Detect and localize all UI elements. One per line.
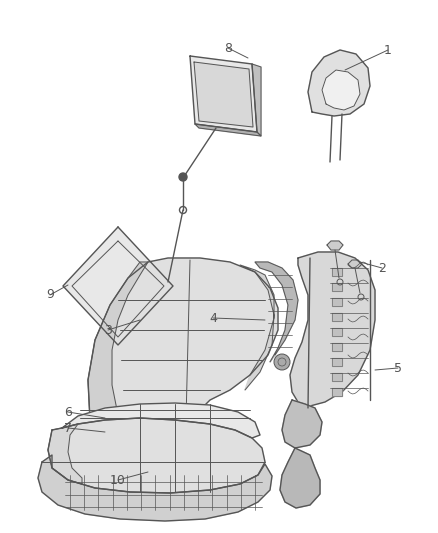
Text: 1: 1 <box>384 44 392 56</box>
Polygon shape <box>240 265 274 390</box>
Text: 4: 4 <box>209 311 217 325</box>
Text: 7: 7 <box>64 422 72 434</box>
Polygon shape <box>332 298 342 306</box>
Polygon shape <box>190 56 257 132</box>
Polygon shape <box>88 258 278 460</box>
Polygon shape <box>88 262 148 458</box>
Text: 3: 3 <box>104 324 112 336</box>
Text: 10: 10 <box>110 473 126 487</box>
Polygon shape <box>332 283 342 291</box>
Polygon shape <box>332 268 342 276</box>
Polygon shape <box>308 50 370 116</box>
Polygon shape <box>280 448 320 508</box>
Polygon shape <box>322 70 360 110</box>
Polygon shape <box>332 373 342 381</box>
Polygon shape <box>332 388 342 396</box>
Polygon shape <box>48 424 82 484</box>
Text: 2: 2 <box>378 262 386 274</box>
Text: 6: 6 <box>64 406 72 418</box>
Polygon shape <box>332 358 342 366</box>
Polygon shape <box>332 343 342 351</box>
Polygon shape <box>290 252 375 406</box>
Text: 5: 5 <box>394 361 402 375</box>
Polygon shape <box>332 313 342 321</box>
Polygon shape <box>105 435 190 477</box>
Polygon shape <box>282 400 322 448</box>
Polygon shape <box>63 227 173 345</box>
Polygon shape <box>327 241 343 250</box>
Polygon shape <box>255 262 298 362</box>
Polygon shape <box>252 64 261 136</box>
Text: 9: 9 <box>46 288 54 302</box>
Circle shape <box>179 173 187 181</box>
Polygon shape <box>348 260 362 268</box>
Polygon shape <box>194 62 253 127</box>
Polygon shape <box>332 328 342 336</box>
Polygon shape <box>38 455 272 521</box>
Polygon shape <box>48 418 265 493</box>
Polygon shape <box>195 124 261 136</box>
Text: 8: 8 <box>224 42 232 54</box>
Circle shape <box>274 354 290 370</box>
Polygon shape <box>62 403 260 438</box>
